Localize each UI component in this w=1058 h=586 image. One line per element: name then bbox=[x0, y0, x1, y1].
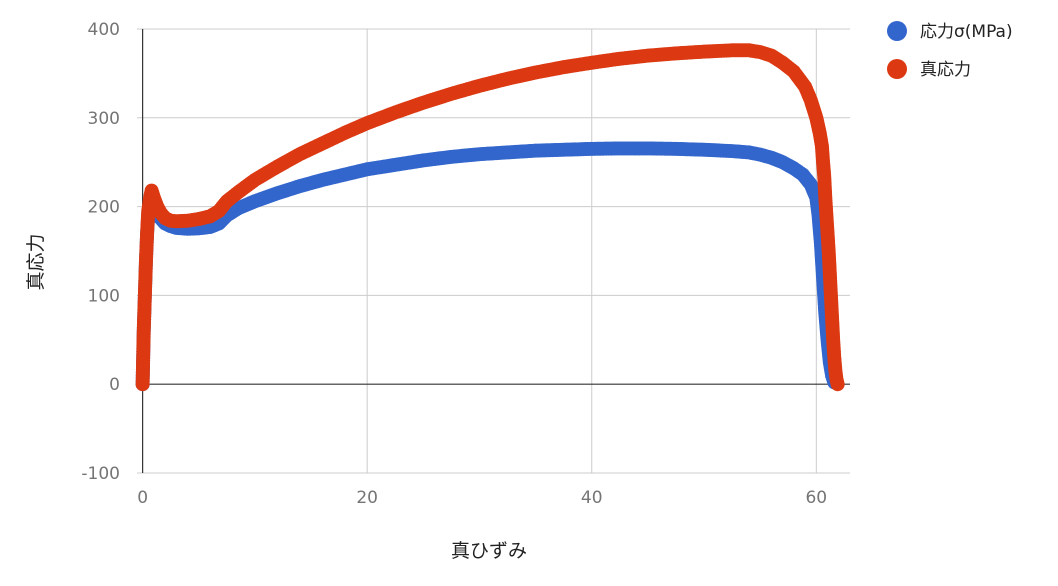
legend-item-series-1[interactable]: 応力σ(MPa) bbox=[887, 21, 1013, 42]
legend-label-series-1: 応力σ(MPa) bbox=[920, 22, 1013, 42]
legend-marker-series-2 bbox=[887, 59, 907, 79]
legend: 応力σ(MPa) 真応力 bbox=[887, 21, 1013, 80]
y-tick-label: 0 bbox=[109, 375, 120, 395]
data-point bbox=[830, 377, 845, 392]
series-2-points bbox=[135, 43, 845, 392]
data-points bbox=[135, 43, 845, 392]
x-tick-label: 20 bbox=[356, 488, 378, 508]
legend-item-series-2[interactable]: 真応力 bbox=[887, 59, 971, 80]
x-tick-label: 0 bbox=[137, 488, 148, 508]
y-tick-label: 300 bbox=[88, 109, 120, 129]
tick-labels: -100 0 100 200 300 400 0 20 40 60 bbox=[81, 20, 827, 508]
x-axis-title: 真ひずみ bbox=[451, 540, 527, 562]
y-tick-label: 100 bbox=[88, 286, 120, 306]
y-tick-label: 200 bbox=[88, 198, 120, 218]
legend-marker-series-1 bbox=[887, 21, 907, 41]
x-tick-label: 60 bbox=[805, 488, 827, 508]
legend-label-series-2: 真応力 bbox=[920, 60, 971, 80]
series-1-points bbox=[135, 141, 842, 392]
y-tick-label: -100 bbox=[81, 464, 120, 484]
y-tick-label: 400 bbox=[88, 20, 120, 40]
axes bbox=[137, 29, 850, 473]
gridlines bbox=[137, 28, 850, 474]
x-tick-label: 40 bbox=[581, 488, 603, 508]
y-axis-title: 真応力 bbox=[25, 233, 47, 290]
